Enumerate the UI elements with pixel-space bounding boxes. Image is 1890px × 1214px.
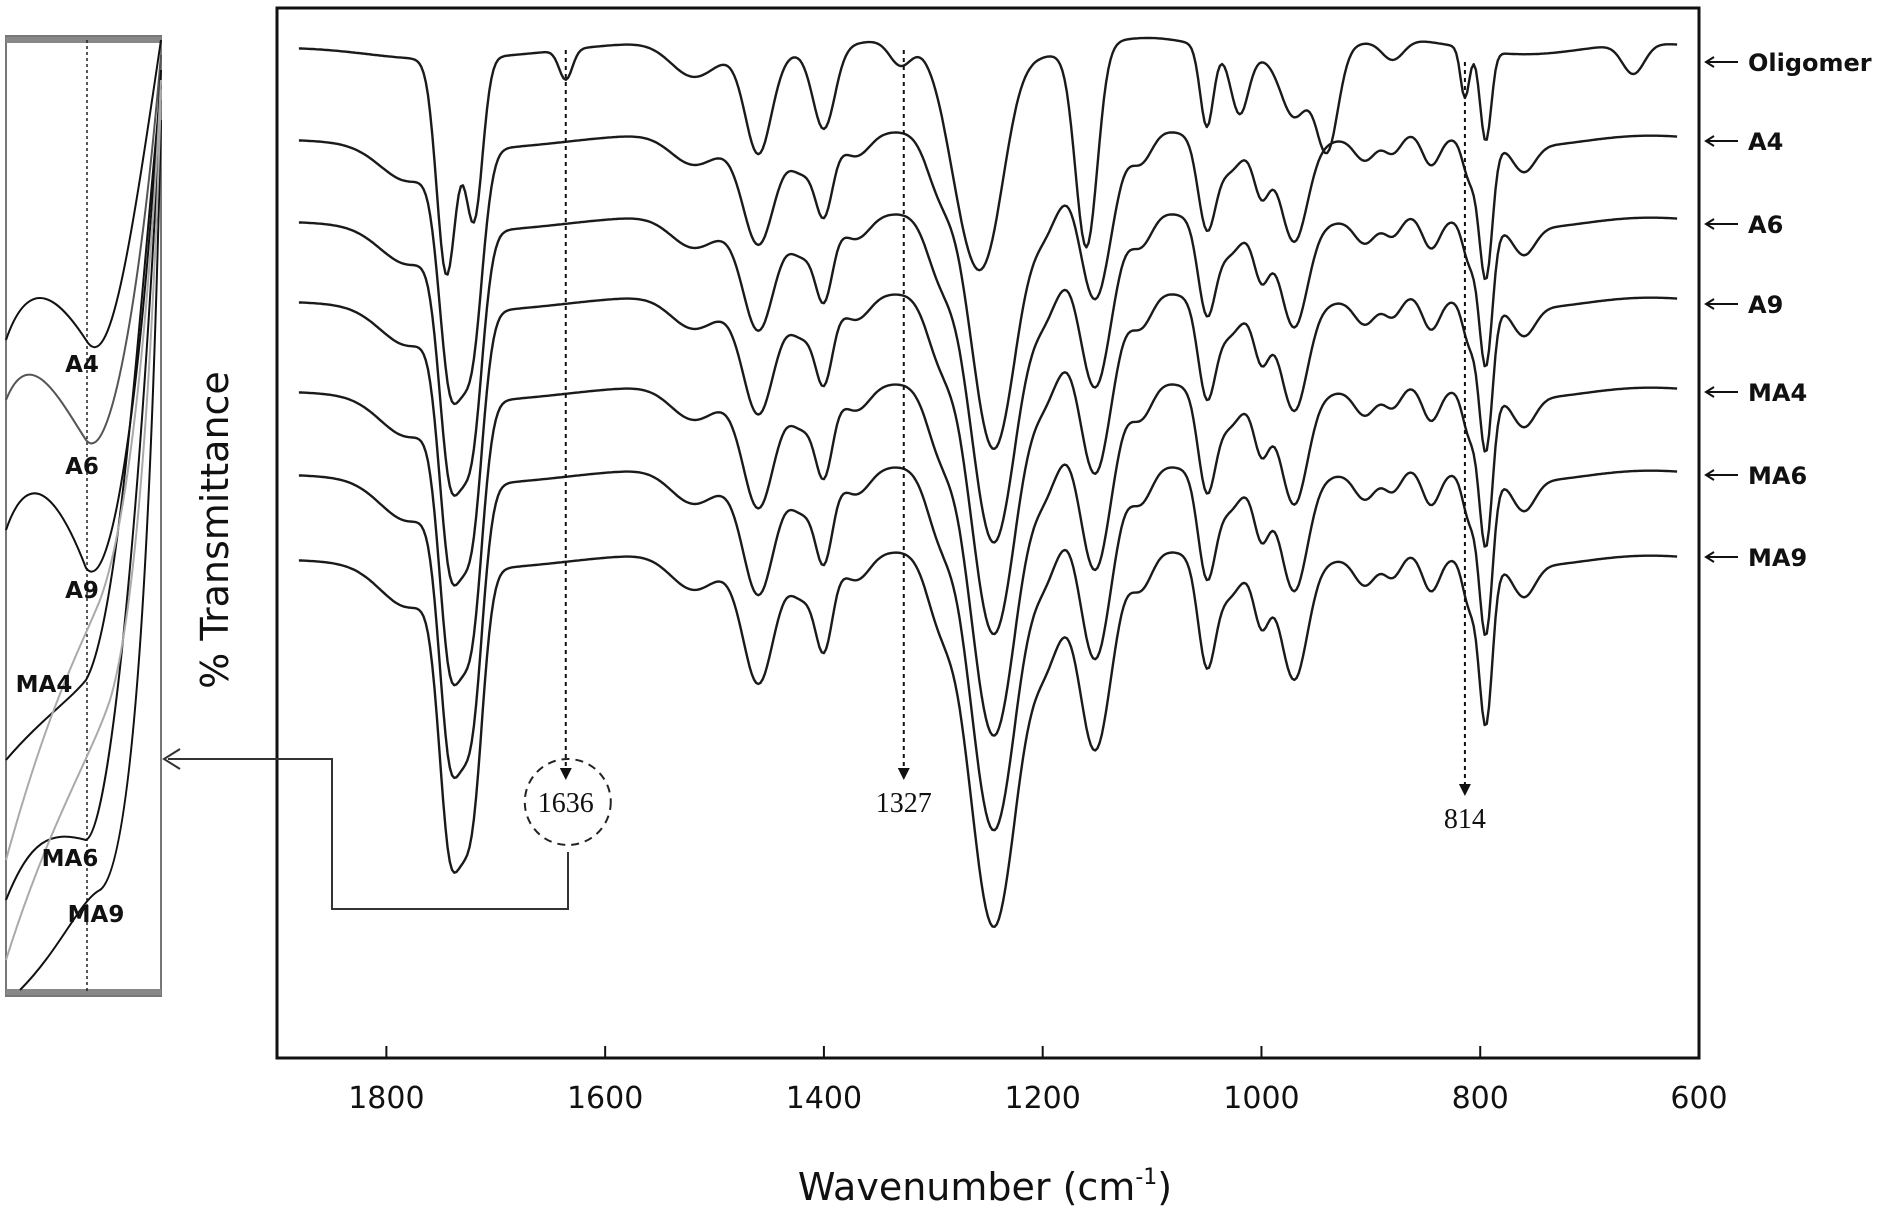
peak-marker-arrowhead	[559, 768, 572, 780]
peak-marker-arrowhead	[897, 768, 910, 780]
series-label-arrowhead	[1704, 386, 1715, 398]
series-label: A6	[1748, 211, 1783, 239]
x-tick-label: 1000	[1223, 1081, 1299, 1116]
spectrum-line	[298, 131, 1678, 450]
inset-curve	[5, 79, 162, 861]
series-label: A9	[1748, 291, 1783, 319]
spectrum-line	[298, 466, 1678, 832]
series-label-arrowhead	[1704, 551, 1715, 563]
x-tick-label: 600	[1670, 1081, 1727, 1116]
inset-curve	[5, 69, 162, 573]
plot-frame	[275, 6, 1701, 1060]
series-label-arrowhead	[1704, 298, 1715, 310]
inset-curve	[19, 119, 162, 991]
x-tick-label: 1800	[348, 1081, 424, 1116]
peak-marker-circle	[523, 758, 612, 846]
peak-marker-label: 1636	[538, 788, 594, 819]
spectra-series	[298, 36, 1678, 928]
series-label-arrowhead	[1704, 56, 1715, 68]
x-tick-label: 1200	[1005, 1081, 1081, 1116]
spectrum-line	[298, 293, 1678, 636]
inset-zoom-panel: A4 A6 A9 MA4 MA6 MA9	[5, 35, 162, 997]
spectrum-line	[298, 213, 1678, 544]
series-label: MA6	[1748, 462, 1807, 490]
inset-curve	[5, 54, 162, 445]
peak-marker-label: 1327	[876, 788, 932, 819]
x-axis-title: Wavenumber (cm-1)	[798, 1165, 1172, 1209]
series-label: A4	[1748, 128, 1783, 156]
inset-label: MA4	[16, 672, 73, 698]
spectrum-line	[298, 551, 1678, 928]
inset-curves	[5, 39, 162, 991]
inset-connector	[168, 758, 569, 910]
x-axis: 1800 1600 1400 1200 1000 800 600	[348, 1046, 1728, 1116]
peak-marker-arrowhead	[1458, 784, 1471, 796]
series-labels: Oligomer A4 A6 A9 MA4 MA6 MA9	[1704, 49, 1872, 572]
series-label: MA9	[1748, 544, 1807, 572]
x-tick-label: 1600	[567, 1081, 643, 1116]
series-label: MA4	[1748, 379, 1807, 407]
series-label-arrowhead	[1704, 469, 1715, 481]
peak-markers: 1636 1327 814	[523, 50, 1486, 846]
y-axis-title: % Transmittance	[193, 371, 237, 689]
inset-curve	[5, 89, 162, 961]
x-tick-label: 1400	[786, 1081, 862, 1116]
inset-connector-arrowhead	[162, 748, 181, 770]
spectrum-line	[298, 36, 1678, 276]
inset-curve	[5, 99, 162, 901]
spectrum-line	[298, 383, 1678, 737]
series-label-arrowhead	[1704, 135, 1715, 147]
inset-label: MA6	[42, 846, 99, 872]
peak-marker-label: 814	[1444, 804, 1486, 835]
inset-label: A6	[65, 454, 99, 480]
inset-label: MA9	[68, 902, 125, 928]
series-label-arrowhead	[1704, 218, 1715, 230]
inset-label: A9	[65, 578, 99, 604]
series-label: Oligomer	[1748, 49, 1872, 77]
inset-labels: A4 A6 A9 MA4 MA6 MA9	[16, 352, 125, 928]
inset-label: A4	[65, 352, 99, 378]
x-tick-label: 800	[1452, 1081, 1509, 1116]
inset-curve	[5, 39, 162, 348]
